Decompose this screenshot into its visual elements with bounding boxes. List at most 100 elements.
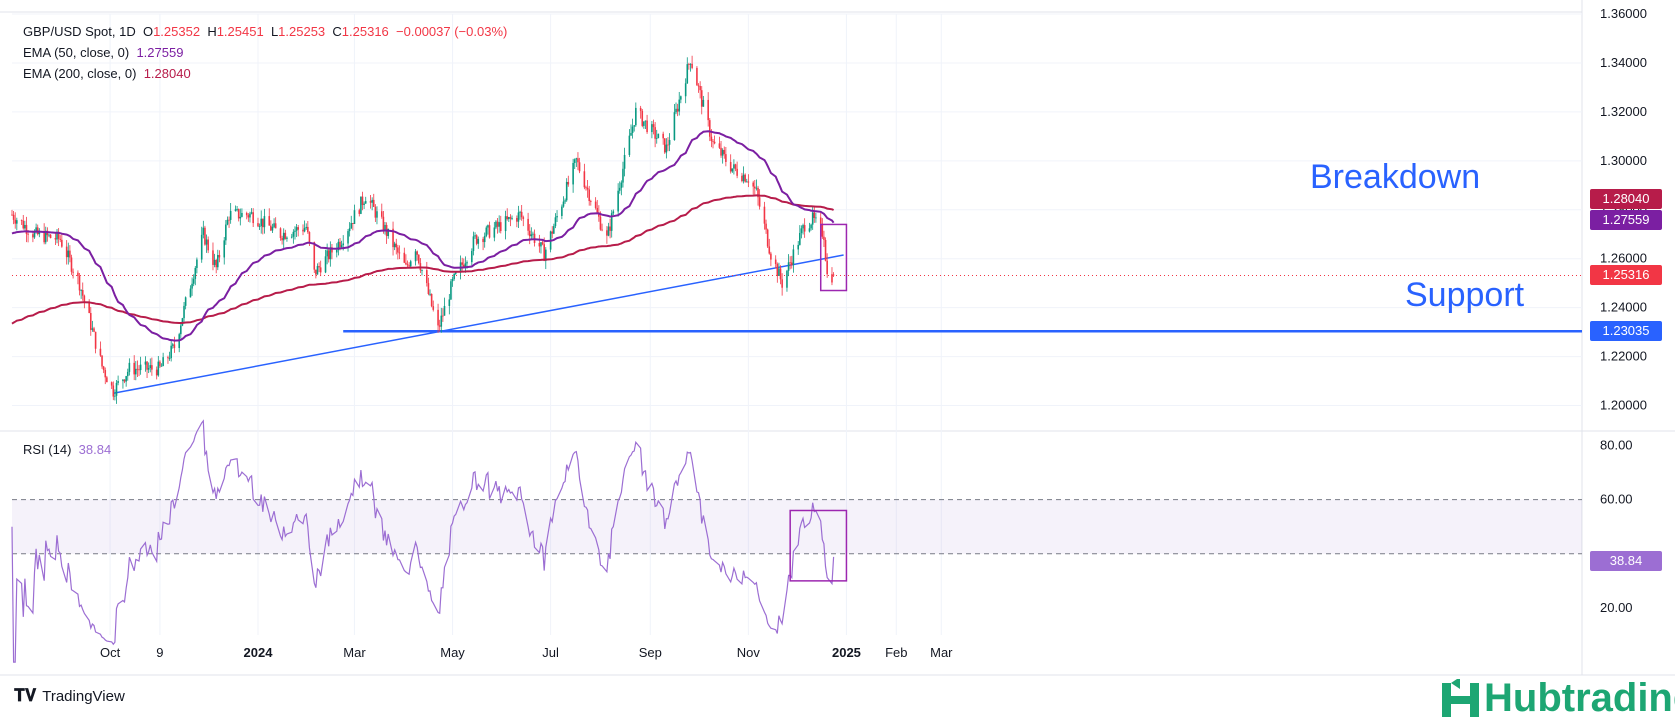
candle-body <box>644 120 647 122</box>
candle-body <box>668 140 671 145</box>
candle-body <box>641 110 644 126</box>
candle-body <box>139 364 142 371</box>
candle-body <box>426 270 428 284</box>
candle-body <box>252 212 254 224</box>
candle-body <box>540 242 542 247</box>
tradingview-logo[interactable]: 𝐓𝐕 TradingView <box>14 686 125 706</box>
candle-body <box>115 382 118 396</box>
candle-body <box>290 236 293 238</box>
price-tick-label: 1.24000 <box>1600 300 1647 315</box>
candle-body <box>207 239 209 251</box>
candle-body <box>184 297 187 306</box>
candle-body <box>245 212 248 216</box>
candle-body <box>680 96 682 100</box>
candle-body <box>508 217 510 220</box>
candle-body <box>823 236 825 240</box>
candle-body <box>620 182 623 188</box>
candle-body <box>609 226 611 231</box>
candle-body <box>511 218 513 219</box>
price-tick-label: 1.30000 <box>1600 153 1647 168</box>
candle-body <box>815 217 817 219</box>
candle-body <box>802 225 804 229</box>
candle-body <box>606 230 608 236</box>
candle-body <box>342 243 345 246</box>
candle-body <box>281 237 283 241</box>
candle-body <box>821 223 824 237</box>
price-tick-label: 1.22000 <box>1600 349 1647 364</box>
change-value: −0.00037 (−0.03%) <box>396 24 508 39</box>
candle-body <box>442 315 444 317</box>
candle-body <box>398 252 401 254</box>
candle-body <box>337 241 340 251</box>
candle-body <box>675 108 677 113</box>
candle-body <box>673 112 676 141</box>
candle-body <box>429 293 431 295</box>
candle-body <box>487 225 489 228</box>
candle-body <box>215 259 217 268</box>
candle-body <box>409 261 412 267</box>
candle-body <box>594 201 597 208</box>
candle-body <box>437 309 439 326</box>
ema50-line <box>11 130 835 342</box>
candle-body <box>778 268 780 276</box>
candle-body <box>754 186 756 189</box>
candle-body <box>697 85 700 87</box>
candle-body <box>811 212 814 225</box>
candle-body <box>599 216 602 230</box>
candle-body <box>183 305 185 319</box>
candle-body <box>397 247 399 253</box>
candle-body <box>27 233 29 235</box>
rsi-tick-label: 60.00 <box>1600 492 1633 507</box>
candle-body <box>315 269 317 275</box>
candle-body <box>125 376 127 382</box>
candle-body <box>69 250 71 258</box>
candle-body <box>339 241 341 248</box>
candle-body <box>786 270 788 288</box>
rsi-value: 38.84 <box>78 442 112 457</box>
candle-body <box>364 201 367 204</box>
candle-body <box>803 225 806 232</box>
candle-body <box>327 250 330 260</box>
rsi-band-fill <box>12 499 1582 554</box>
candle-body <box>831 274 833 283</box>
ema-lines <box>11 130 835 342</box>
support-price-tag: 1.23035 <box>1590 321 1662 341</box>
candle-body <box>541 242 544 245</box>
candle-body <box>792 249 795 266</box>
candle-body <box>554 217 557 227</box>
rsi-axis: 20.00 60.00 80.00 <box>1600 438 1633 615</box>
candle-body <box>162 357 164 366</box>
candle-body <box>138 369 140 371</box>
candle-body <box>170 345 172 359</box>
candle-body <box>114 395 116 397</box>
candle-body <box>684 83 687 97</box>
candle-body <box>374 206 377 218</box>
candle-body <box>725 154 727 162</box>
open-value: 1.25352 <box>153 24 201 39</box>
candle-body <box>331 247 333 253</box>
candle-body <box>729 161 732 172</box>
candle-body <box>520 211 523 218</box>
candle-body <box>43 231 45 243</box>
candle-body <box>110 382 113 386</box>
candle-body <box>667 144 669 146</box>
candle-body <box>260 218 263 227</box>
candle-body <box>128 362 131 372</box>
candle-body <box>747 181 750 183</box>
candle-body <box>11 214 13 216</box>
candle-body <box>72 271 74 273</box>
candle-body <box>38 231 41 235</box>
time-tick-label: Nov <box>737 645 761 660</box>
candle-body <box>708 120 711 137</box>
candle-body <box>601 229 603 231</box>
ema200-line <box>11 194 835 325</box>
time-tick-label: 2025 <box>832 645 861 660</box>
candle-body <box>387 228 390 237</box>
candle-body <box>25 224 28 234</box>
candle-body <box>160 365 163 367</box>
candle-body <box>453 273 455 279</box>
candle-body <box>596 207 599 213</box>
candle-body <box>736 168 738 176</box>
candle-body <box>294 230 296 232</box>
